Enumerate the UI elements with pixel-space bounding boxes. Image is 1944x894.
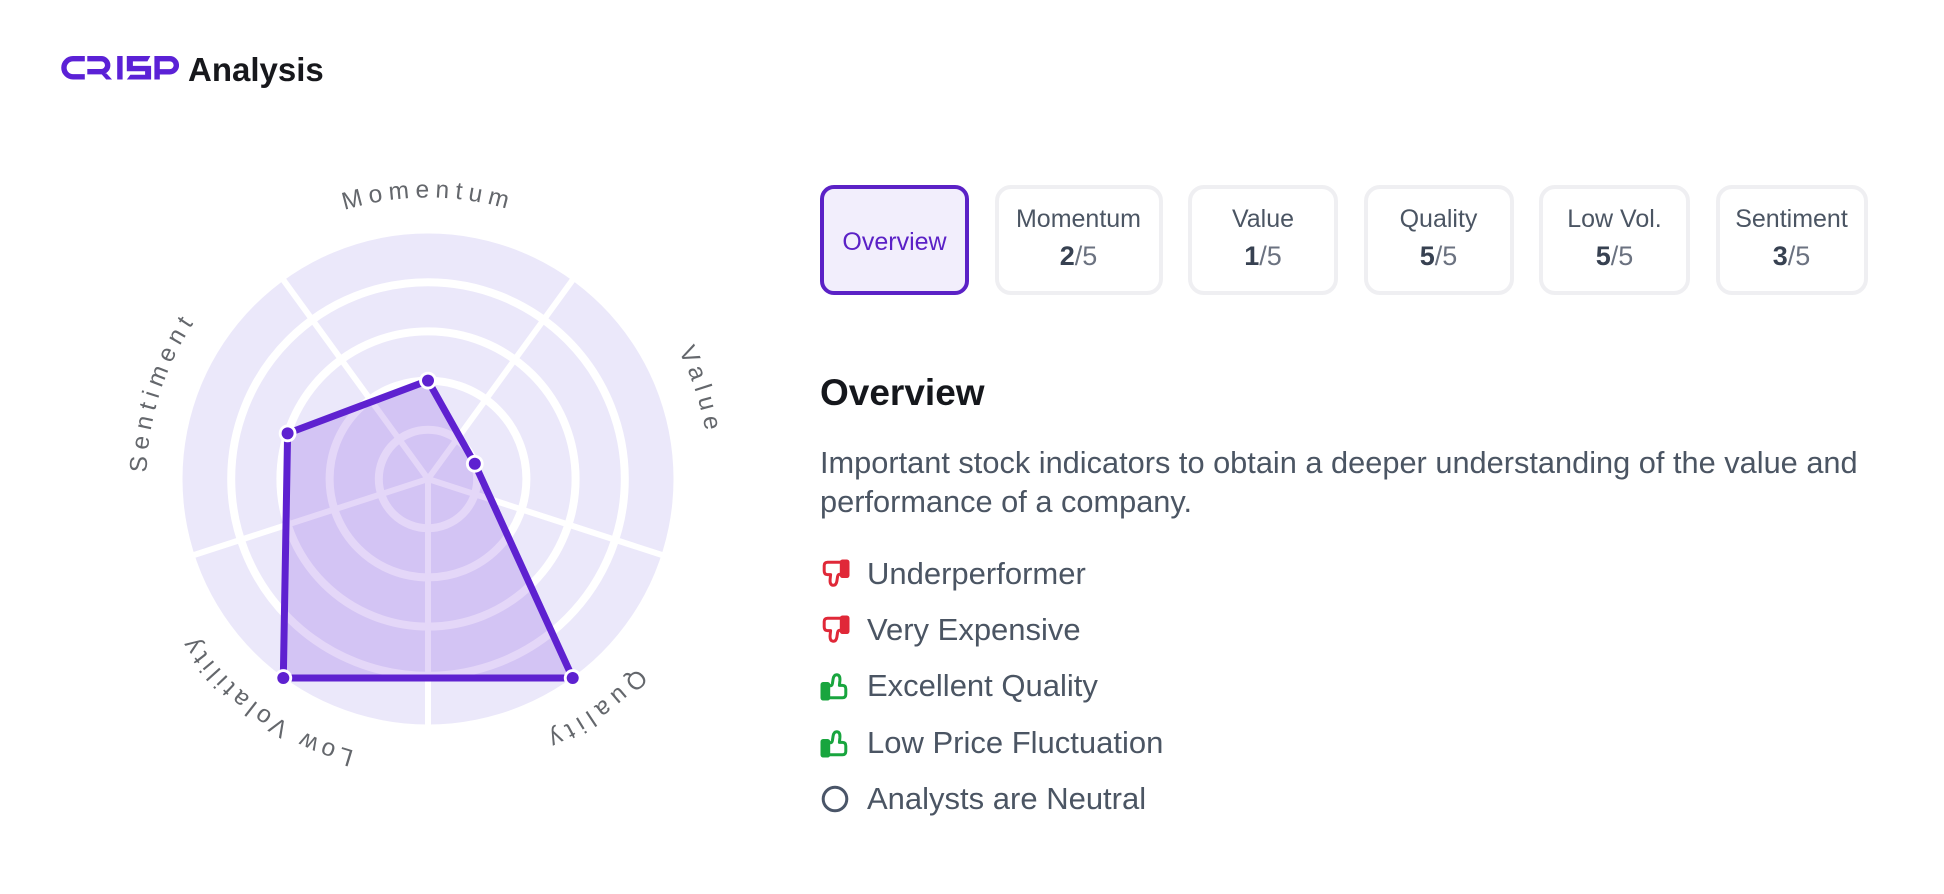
svg-text:Momentum: Momentum — [339, 176, 518, 216]
svg-text:Value: Value — [673, 342, 727, 438]
